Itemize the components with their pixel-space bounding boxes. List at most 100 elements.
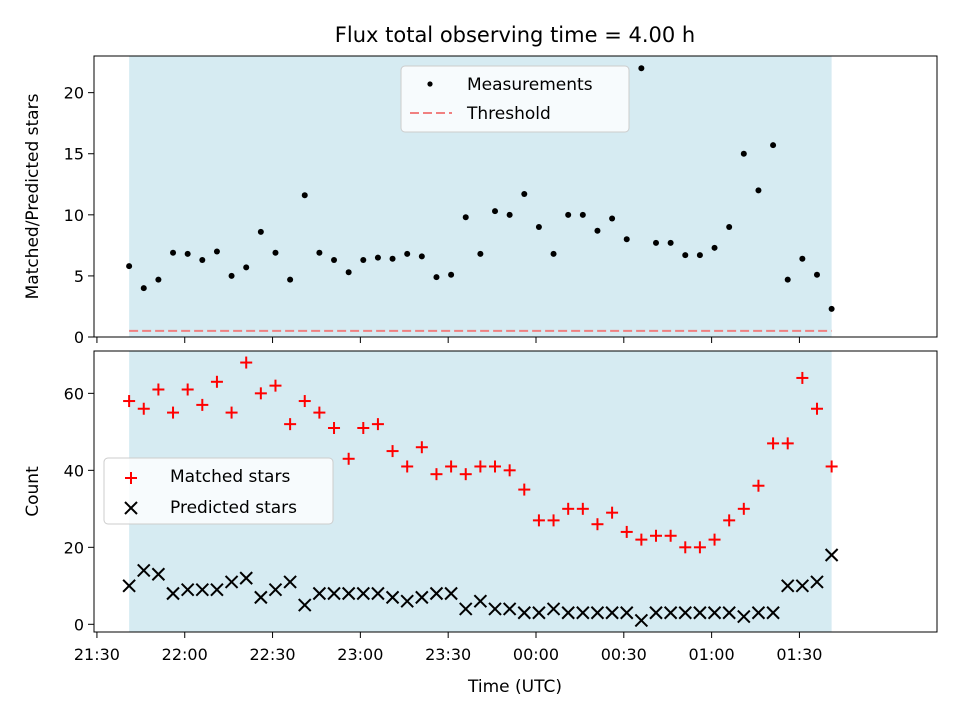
measurement-point: [696, 252, 703, 259]
x-axis-ticks-bottom: 21:30 22:00 22:30 23:00 23:30 00:00 00:30 01:00…: [74, 632, 822, 664]
measurement-point: [740, 150, 747, 157]
matched-star-point: [664, 529, 677, 542]
x-tick-label: 21:30: [74, 645, 120, 664]
predicted-star-point: [371, 586, 385, 601]
predicted-star-point: [210, 582, 224, 597]
y-tick-label: 20: [64, 84, 84, 103]
x-tick-label: 01:00: [689, 645, 735, 664]
legend-label-matched: Matched stars: [170, 467, 290, 487]
legend-marker-measurements: [427, 81, 433, 87]
y-axis-label-bottom: Count: [23, 466, 43, 517]
predicted-star-point: [722, 606, 736, 620]
measurement-point: [565, 211, 572, 218]
measurement-point: [170, 249, 177, 256]
matched-star-point: [298, 395, 311, 408]
predicted-star-point: [795, 579, 810, 593]
measurement-point: [521, 191, 528, 198]
matched-star-point: [123, 395, 136, 408]
legend-marker-predicted: [124, 501, 138, 515]
measurement-point: [184, 250, 191, 257]
matched-star-point: [474, 460, 487, 473]
matched-star-point: [620, 525, 633, 538]
predicted-star-point: [283, 575, 297, 589]
predicted-star-point: [532, 606, 546, 620]
predicted-star-point: [254, 590, 268, 605]
y-axis-ticks-bottom: 0 20 40 60: [64, 384, 94, 634]
predicted-star-point: [561, 606, 575, 620]
predicted-star-point: [517, 606, 531, 620]
matched-star-point: [547, 514, 560, 527]
measurement-point: [535, 224, 542, 231]
y-tick-label: 10: [64, 206, 84, 225]
predicted-star-point: [385, 590, 400, 605]
predicted-star-point: [224, 575, 239, 589]
y-axis-label-top: Matched/Predicted stars: [23, 93, 43, 299]
predicted-star-point: [444, 586, 458, 601]
predicted-star-point: [693, 606, 707, 620]
matched-star-point: [210, 375, 223, 388]
measurement-point: [243, 264, 250, 271]
measurement-point: [199, 257, 206, 264]
predicted-star-point: [473, 594, 488, 608]
predicted-star-point: [488, 602, 502, 616]
predicted-stars-series: [122, 548, 839, 628]
measurement-point: [433, 274, 440, 281]
measurement-point: [389, 255, 396, 262]
predicted-star-point: [151, 567, 166, 581]
measurement-point: [418, 253, 425, 260]
predicted-star-point: [180, 582, 195, 597]
matched-star-point: [591, 518, 604, 531]
measurement-point: [360, 257, 367, 264]
predicted-star-point: [268, 582, 283, 597]
matched-star-point: [796, 371, 809, 384]
predicted-star-point: [415, 590, 429, 605]
legend-bottom: Matched stars Predicted stars: [103, 457, 334, 525]
measurement-point: [462, 214, 469, 221]
predicted-star-point: [737, 609, 751, 624]
predicted-star-point: [620, 606, 634, 620]
measurement-point: [653, 239, 659, 246]
measurement-point: [155, 276, 162, 283]
predicted-star-point: [312, 586, 327, 601]
y-tick-label: 60: [64, 384, 84, 403]
predicted-star-point: [810, 575, 824, 589]
y-tick-label: 20: [64, 538, 84, 557]
x-tick-label: 22:30: [249, 645, 295, 664]
measurement-point: [506, 211, 513, 218]
matched-star-point: [196, 398, 209, 411]
measurement-point: [609, 215, 616, 222]
matched-star-point: [737, 502, 750, 515]
predicted-star-point: [824, 548, 839, 562]
y-tick-label: 0: [74, 615, 84, 634]
x-tick-label: 23:00: [337, 645, 383, 664]
y-tick-label: 5: [74, 267, 84, 286]
matched-star-point: [225, 406, 238, 419]
measurement-point: [257, 228, 264, 235]
measurement-point: [140, 285, 147, 292]
predicted-star-point: [429, 586, 444, 601]
predicted-star-point: [502, 602, 517, 616]
matched-star-point: [679, 541, 692, 554]
matched-star-point: [767, 437, 780, 450]
predicted-star-point: [663, 606, 678, 620]
measurement-point: [755, 187, 762, 194]
predicted-star-point: [678, 606, 692, 620]
matched-star-point: [723, 514, 736, 527]
x-axis-ticks-top: [96, 337, 800, 343]
matched-star-point: [635, 533, 648, 546]
matched-star-point: [152, 383, 165, 396]
predicted-star-point: [341, 586, 356, 601]
measurement-point: [594, 227, 601, 234]
predicted-star-point: [298, 598, 312, 612]
predicted-star-point: [707, 606, 722, 620]
predicted-star-point: [122, 579, 136, 593]
predicted-star-point: [781, 579, 795, 593]
measurement-point: [272, 249, 279, 256]
measurement-point: [316, 249, 323, 256]
measurement-point: [287, 276, 294, 283]
matched-star-point: [825, 460, 838, 473]
predicted-star-point: [400, 594, 414, 608]
predicted-star-point: [239, 571, 253, 585]
matched-star-point: [518, 483, 531, 496]
